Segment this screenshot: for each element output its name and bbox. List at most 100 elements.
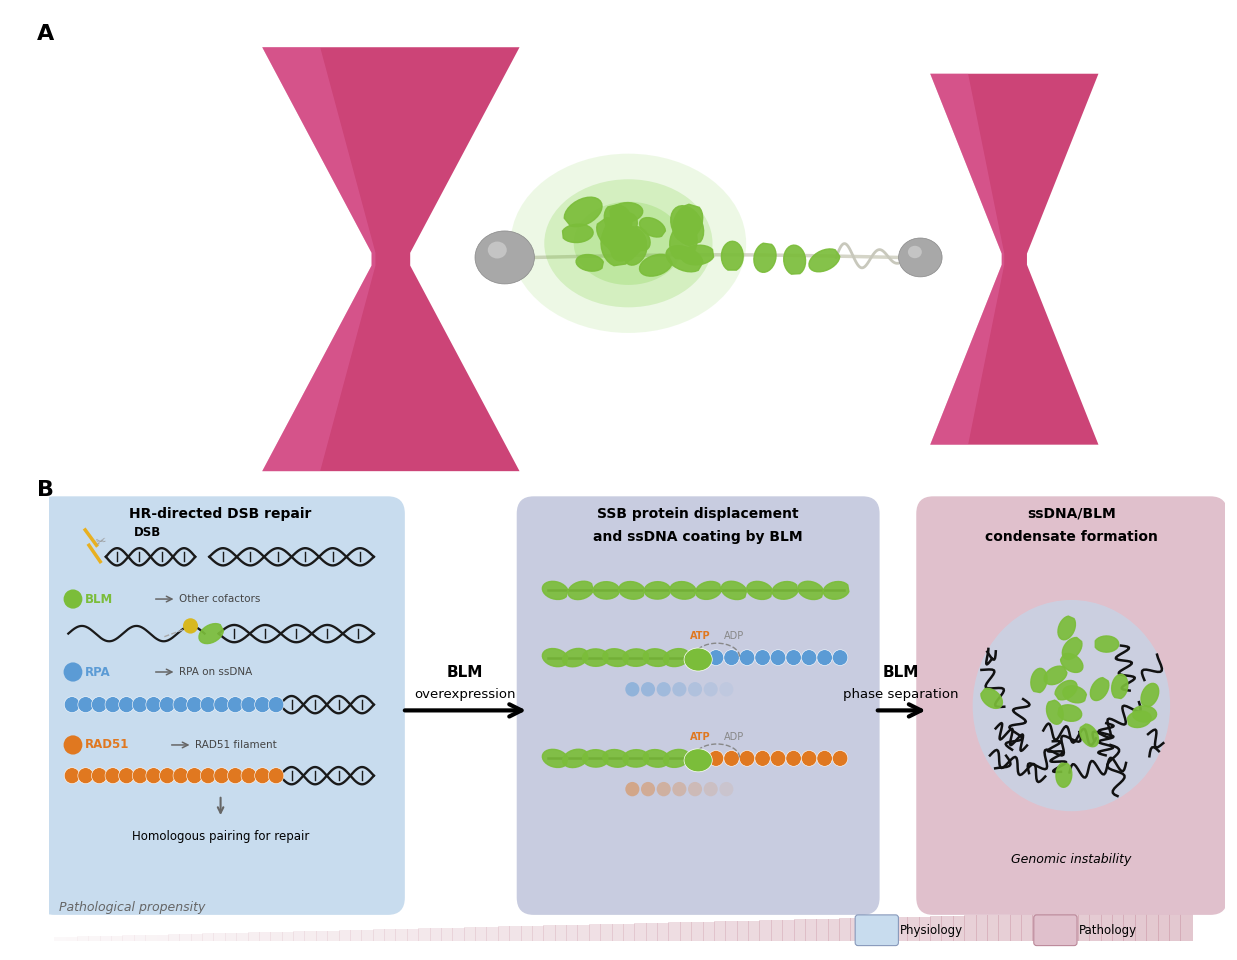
- Circle shape: [214, 697, 229, 712]
- Circle shape: [268, 697, 283, 712]
- Bar: [486, 926, 499, 941]
- Polygon shape: [1030, 668, 1047, 692]
- Bar: [1021, 914, 1033, 941]
- Text: Pathology: Pathology: [1079, 924, 1137, 937]
- Polygon shape: [1063, 637, 1082, 660]
- Bar: [1112, 912, 1124, 941]
- Circle shape: [78, 697, 94, 712]
- Polygon shape: [606, 226, 646, 252]
- Circle shape: [475, 231, 534, 284]
- Text: BLM: BLM: [85, 592, 114, 606]
- Circle shape: [802, 751, 816, 766]
- Polygon shape: [1095, 636, 1118, 652]
- Polygon shape: [605, 204, 628, 236]
- Text: BLM: BLM: [883, 664, 919, 680]
- Bar: [930, 916, 943, 941]
- Bar: [884, 918, 897, 941]
- Polygon shape: [666, 246, 703, 272]
- Bar: [145, 935, 157, 941]
- Circle shape: [146, 768, 162, 783]
- Circle shape: [740, 650, 755, 665]
- Polygon shape: [1058, 616, 1075, 639]
- Bar: [429, 928, 442, 941]
- Polygon shape: [663, 750, 689, 767]
- Bar: [532, 925, 544, 941]
- Polygon shape: [625, 239, 647, 265]
- Polygon shape: [262, 47, 520, 471]
- Bar: [202, 933, 214, 941]
- Polygon shape: [542, 649, 568, 666]
- Circle shape: [719, 781, 734, 797]
- Polygon shape: [1044, 666, 1068, 684]
- Circle shape: [755, 650, 771, 665]
- Circle shape: [63, 589, 83, 609]
- Circle shape: [724, 650, 740, 665]
- Bar: [396, 929, 408, 941]
- Polygon shape: [262, 47, 376, 471]
- FancyBboxPatch shape: [855, 915, 898, 946]
- Bar: [998, 915, 1011, 941]
- Polygon shape: [721, 241, 743, 270]
- Polygon shape: [1060, 654, 1082, 672]
- Bar: [680, 923, 693, 941]
- Bar: [543, 925, 555, 941]
- Polygon shape: [663, 649, 689, 666]
- Bar: [1180, 910, 1192, 941]
- Circle shape: [146, 697, 162, 712]
- Polygon shape: [568, 581, 594, 600]
- Text: Genomic instability: Genomic instability: [1011, 852, 1132, 866]
- Bar: [828, 919, 840, 941]
- Text: and ssDNA coating by BLM: and ssDNA coating by BLM: [594, 530, 803, 544]
- Polygon shape: [1055, 681, 1077, 700]
- Polygon shape: [563, 749, 588, 768]
- Bar: [600, 924, 612, 941]
- Circle shape: [719, 682, 734, 697]
- Circle shape: [200, 768, 215, 783]
- Polygon shape: [594, 582, 618, 599]
- Circle shape: [132, 697, 148, 712]
- Circle shape: [898, 238, 943, 276]
- Circle shape: [160, 768, 176, 783]
- Bar: [88, 936, 100, 941]
- Bar: [816, 919, 829, 941]
- Bar: [418, 928, 430, 941]
- Bar: [748, 921, 761, 941]
- Circle shape: [228, 697, 242, 712]
- Bar: [350, 930, 362, 941]
- Bar: [623, 924, 636, 941]
- Circle shape: [187, 697, 203, 712]
- Bar: [464, 927, 476, 941]
- Polygon shape: [682, 245, 714, 265]
- Bar: [247, 932, 260, 941]
- Polygon shape: [981, 688, 1002, 708]
- Bar: [214, 933, 226, 941]
- Circle shape: [625, 682, 640, 697]
- Bar: [578, 924, 590, 941]
- Polygon shape: [618, 582, 644, 599]
- Circle shape: [132, 768, 148, 783]
- Polygon shape: [670, 205, 704, 246]
- Circle shape: [78, 768, 94, 783]
- Text: BLM: BLM: [447, 664, 484, 680]
- Polygon shape: [596, 218, 632, 252]
- Bar: [179, 934, 192, 941]
- Bar: [510, 926, 522, 941]
- Circle shape: [709, 650, 724, 665]
- Circle shape: [709, 751, 724, 766]
- Bar: [1147, 911, 1159, 941]
- Polygon shape: [583, 750, 607, 767]
- Bar: [497, 926, 510, 941]
- Circle shape: [724, 751, 740, 766]
- Bar: [407, 928, 419, 941]
- Bar: [782, 920, 794, 941]
- Bar: [1066, 913, 1079, 941]
- Bar: [771, 920, 783, 941]
- Bar: [328, 930, 339, 941]
- Polygon shape: [640, 254, 672, 276]
- Polygon shape: [1112, 674, 1128, 699]
- Bar: [896, 917, 908, 941]
- Circle shape: [200, 697, 215, 712]
- Polygon shape: [1141, 684, 1159, 707]
- Bar: [919, 917, 931, 941]
- Circle shape: [641, 781, 656, 797]
